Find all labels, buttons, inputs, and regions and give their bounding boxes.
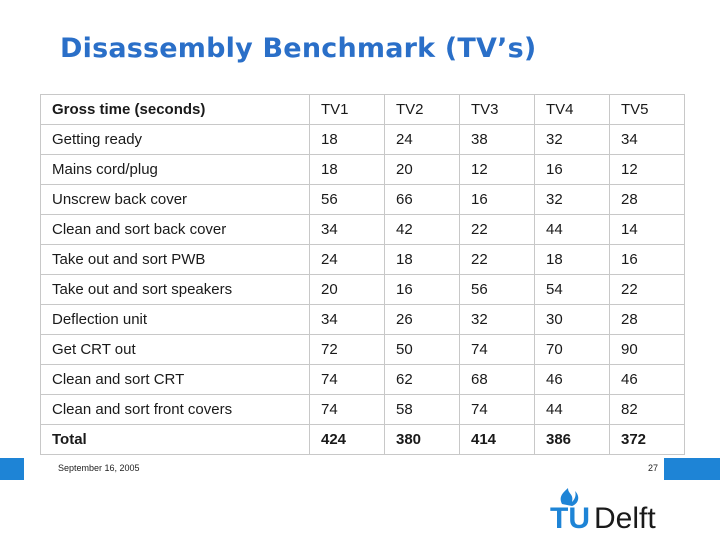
total-row: Total 424 380 414 386 372 <box>40 424 685 455</box>
table-cell: 90 <box>609 334 685 365</box>
table-row: Take out and sort PWB 24 18 22 18 16 <box>40 244 685 275</box>
logo-text-delft: Delft <box>594 502 656 534</box>
column-header: TV2 <box>384 94 460 125</box>
table-cell: 74 <box>459 334 535 365</box>
table-row: Mains cord/plug 18 20 12 16 12 <box>40 154 685 185</box>
table-cell: 18 <box>309 154 385 185</box>
column-header: Gross time (seconds) <box>40 94 310 125</box>
row-label: Clean and sort back cover <box>40 214 310 245</box>
table-row: Clean and sort CRT 74 62 68 46 46 <box>40 364 685 395</box>
table-cell: 22 <box>609 274 685 305</box>
table-cell: 18 <box>384 244 460 275</box>
table-cell: 34 <box>609 124 685 155</box>
row-label: Get CRT out <box>40 334 310 365</box>
table-row: Unscrew back cover 56 66 16 32 28 <box>40 184 685 215</box>
table-cell: 72 <box>309 334 385 365</box>
table-cell: 24 <box>309 244 385 275</box>
table-cell: 34 <box>309 214 385 245</box>
row-label: Unscrew back cover <box>40 184 310 215</box>
logo-text-tu: TU <box>550 502 590 534</box>
table-cell: 46 <box>534 364 610 395</box>
table-row: Getting ready 18 24 38 32 34 <box>40 124 685 155</box>
table-cell: 18 <box>534 244 610 275</box>
table-cell: 56 <box>459 274 535 305</box>
column-header: TV1 <box>309 94 385 125</box>
footer-bar <box>0 458 720 480</box>
table-row: Deflection unit 34 26 32 30 28 <box>40 304 685 335</box>
table-cell: 38 <box>459 124 535 155</box>
row-label: Take out and sort speakers <box>40 274 310 305</box>
row-label: Getting ready <box>40 124 310 155</box>
page-title: Disassembly Benchmark (TV’s) <box>60 33 537 64</box>
table-cell: 30 <box>534 304 610 335</box>
table-cell: 414 <box>459 424 535 455</box>
table-cell: 16 <box>384 274 460 305</box>
table-cell: 74 <box>309 394 385 425</box>
table-cell: 372 <box>609 424 685 455</box>
table-cell: 14 <box>609 214 685 245</box>
table-cell: 44 <box>534 394 610 425</box>
table-cell: 44 <box>534 214 610 245</box>
table-cell: 34 <box>309 304 385 335</box>
table-cell: 424 <box>309 424 385 455</box>
table-cell: 22 <box>459 244 535 275</box>
table-cell: 16 <box>534 154 610 185</box>
benchmark-table: Gross time (seconds) TV1 TV2 TV3 TV4 TV5… <box>40 94 685 455</box>
table-cell: 82 <box>609 394 685 425</box>
table-cell: 66 <box>384 184 460 215</box>
table-header-row: Gross time (seconds) TV1 TV2 TV3 TV4 TV5 <box>40 94 685 125</box>
table-cell: 32 <box>534 184 610 215</box>
table-cell: 56 <box>309 184 385 215</box>
table-cell: 12 <box>609 154 685 185</box>
table-cell: 16 <box>609 244 685 275</box>
row-label: Clean and sort CRT <box>40 364 310 395</box>
table-cell: 380 <box>384 424 460 455</box>
table-cell: 70 <box>534 334 610 365</box>
row-label: Take out and sort PWB <box>40 244 310 275</box>
flame-logo-icon <box>560 488 579 506</box>
table-cell: 54 <box>534 274 610 305</box>
page-number: 27 <box>648 463 659 473</box>
table-cell: 28 <box>609 304 685 335</box>
table-cell: 74 <box>309 364 385 395</box>
table-cell: 46 <box>609 364 685 395</box>
table-cell: 18 <box>309 124 385 155</box>
table-cell: 32 <box>534 124 610 155</box>
table-cell: 24 <box>384 124 460 155</box>
table-cell: 50 <box>384 334 460 365</box>
table-cell: 20 <box>384 154 460 185</box>
table-cell: 42 <box>384 214 460 245</box>
row-label: Mains cord/plug <box>40 154 310 185</box>
column-header: TV5 <box>609 94 685 125</box>
table-row: Clean and sort back cover 34 42 22 44 14 <box>40 214 685 245</box>
table-cell: 22 <box>459 214 535 245</box>
column-header: TV4 <box>534 94 610 125</box>
table-row: Get CRT out 72 50 74 70 90 <box>40 334 685 365</box>
table-cell: 26 <box>384 304 460 335</box>
row-label: Clean and sort front covers <box>40 394 310 425</box>
table-row: Take out and sort speakers 20 16 56 54 22 <box>40 274 685 305</box>
table-cell: 28 <box>609 184 685 215</box>
table-cell: 58 <box>384 394 460 425</box>
table-cell: 20 <box>309 274 385 305</box>
table-cell: 16 <box>459 184 535 215</box>
column-header: TV3 <box>459 94 535 125</box>
table-cell: 12 <box>459 154 535 185</box>
table-cell: 62 <box>384 364 460 395</box>
table-cell: 32 <box>459 304 535 335</box>
table-cell: 386 <box>534 424 610 455</box>
table-cell: 74 <box>459 394 535 425</box>
footer-date: September 16, 2005 <box>58 463 140 473</box>
table-row: Clean and sort front covers 74 58 74 44 82 <box>40 394 685 425</box>
row-label: Total <box>40 424 310 455</box>
footer-bar-inner <box>24 458 664 480</box>
row-label: Deflection unit <box>40 304 310 335</box>
table-cell: 68 <box>459 364 535 395</box>
tu-delft-logo: TU Delft <box>550 488 656 534</box>
